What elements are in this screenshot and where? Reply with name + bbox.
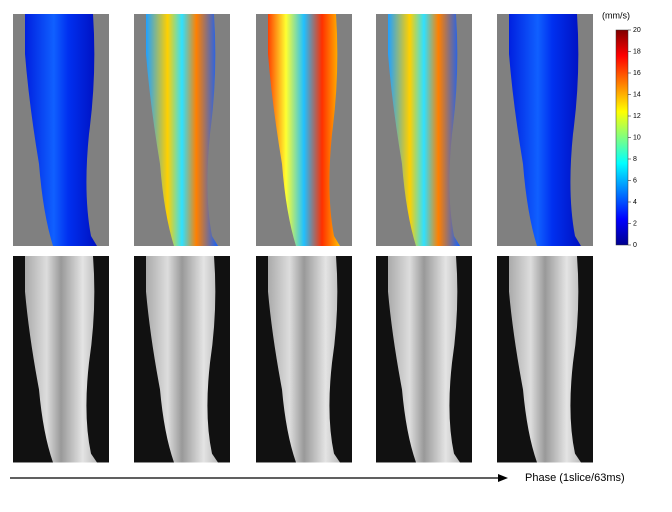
colorbar-tick-label: 6 (633, 177, 637, 184)
colorbar-tick-label: 12 (633, 113, 641, 120)
mri-images (13, 256, 593, 462)
colorbar-tick-label: 4 (633, 199, 637, 206)
colorbar-tick-label: 10 (633, 134, 641, 141)
colorbar: (mm/s) 0 2 4 6 8 10 12 14 16 18 20 (602, 10, 641, 248)
colorbar-tick-label: 2 (633, 220, 637, 227)
colorbar-tick-label: 16 (633, 70, 641, 77)
velocity-maps (13, 14, 593, 246)
colorbar-tick-label: 0 (633, 242, 637, 249)
phase-label: Phase (1slice/63ms) (525, 472, 625, 484)
figure: (mm/s) 0 2 4 6 8 10 12 14 16 18 20 Phase (1slice/6… (0, 0, 672, 512)
phase-arrow: Phase (1slice/63ms) (10, 472, 625, 484)
colorbar-gradient (616, 30, 628, 245)
colorbar-unit: (mm/s) (602, 10, 630, 20)
colorbar-tick-label: 8 (633, 156, 637, 163)
colorbar-tick-label: 20 (633, 27, 641, 34)
colorbar-tick-label: 14 (633, 91, 641, 98)
colorbar-tick-label: 18 (633, 48, 641, 55)
